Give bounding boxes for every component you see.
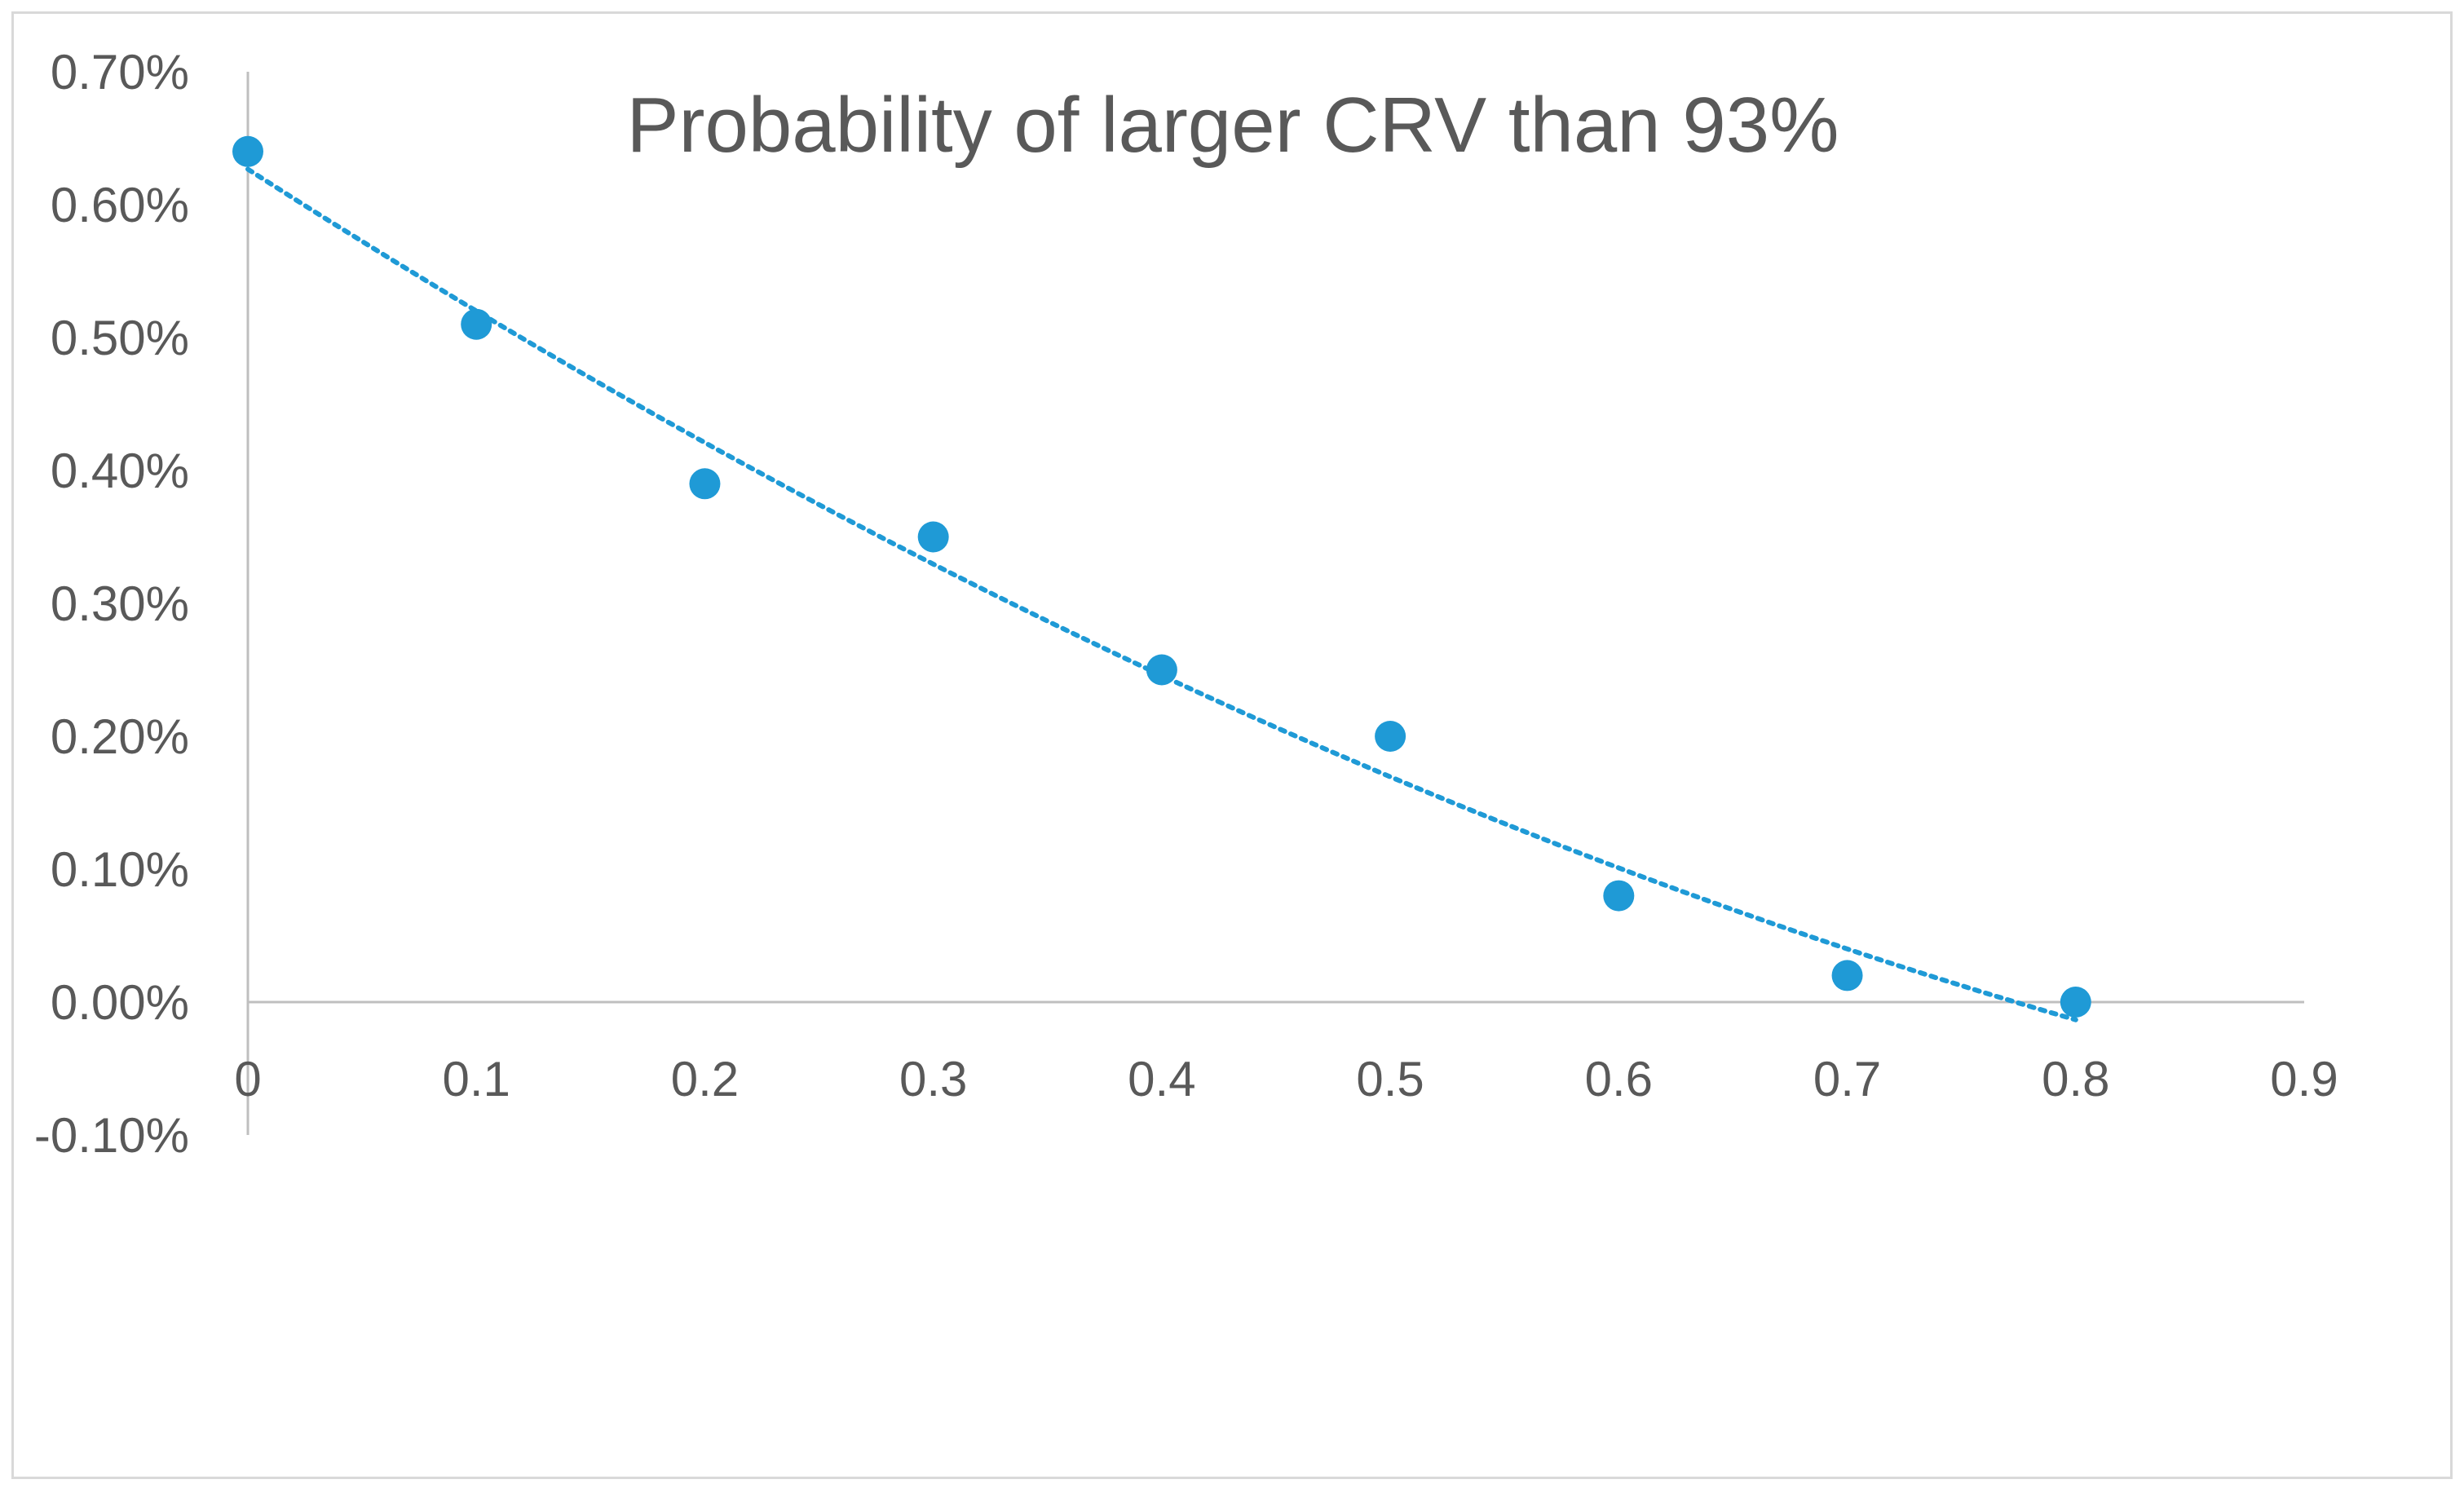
x-tick-label: 0.5 [1356,1052,1424,1106]
chart-area [11,11,2453,1479]
data-point [1831,960,1863,991]
y-tick-label: 0.00% [51,975,189,1030]
x-tick-label: 0 [234,1052,261,1106]
data-point [2060,987,2091,1018]
data-point [232,135,263,167]
x-tick-label: 0.1 [443,1052,510,1106]
chart-title: Probability of larger CRV than 93% [626,82,1839,169]
y-tick-label: 0.30% [51,576,189,631]
x-tick-label: 0.8 [2042,1052,2109,1106]
y-tick-label: -0.10% [34,1108,189,1163]
y-axis-tick-labels: 0.70% 0.60% 0.50% 0.40% 0.30% 0.20% 0.10% 0.00%… [34,45,189,1163]
data-point [1603,880,1635,912]
x-tick-label: 0.4 [1128,1052,1195,1106]
y-tick-label: 0.40% [51,444,189,498]
data-point [461,308,492,340]
axes [246,72,2304,1135]
x-tick-label: 0.9 [2270,1052,2338,1106]
y-tick-label: 0.70% [51,45,189,99]
data-points [232,135,2091,1018]
data-point [689,468,721,500]
x-tick-label: 0.3 [899,1052,967,1106]
data-point [917,521,949,553]
data-point [1146,654,1177,686]
y-tick-label: 0.50% [51,311,189,365]
y-tick-label: 0.60% [51,178,189,232]
trendline [245,166,2078,1022]
x-tick-label: 0.6 [1585,1052,1653,1106]
y-tick-label: 0.20% [51,709,189,764]
x-tick-label: 0.2 [671,1052,739,1106]
data-point [1375,721,1406,752]
trendline-layer [245,166,2078,1022]
y-tick-label: 0.10% [51,842,189,897]
x-axis-tick-labels: 0 0.1 0.2 0.3 0.4 0.5 0.6 0.7 0.8 0.9 [234,1052,2338,1106]
x-tick-label: 0.7 [1813,1052,1881,1106]
